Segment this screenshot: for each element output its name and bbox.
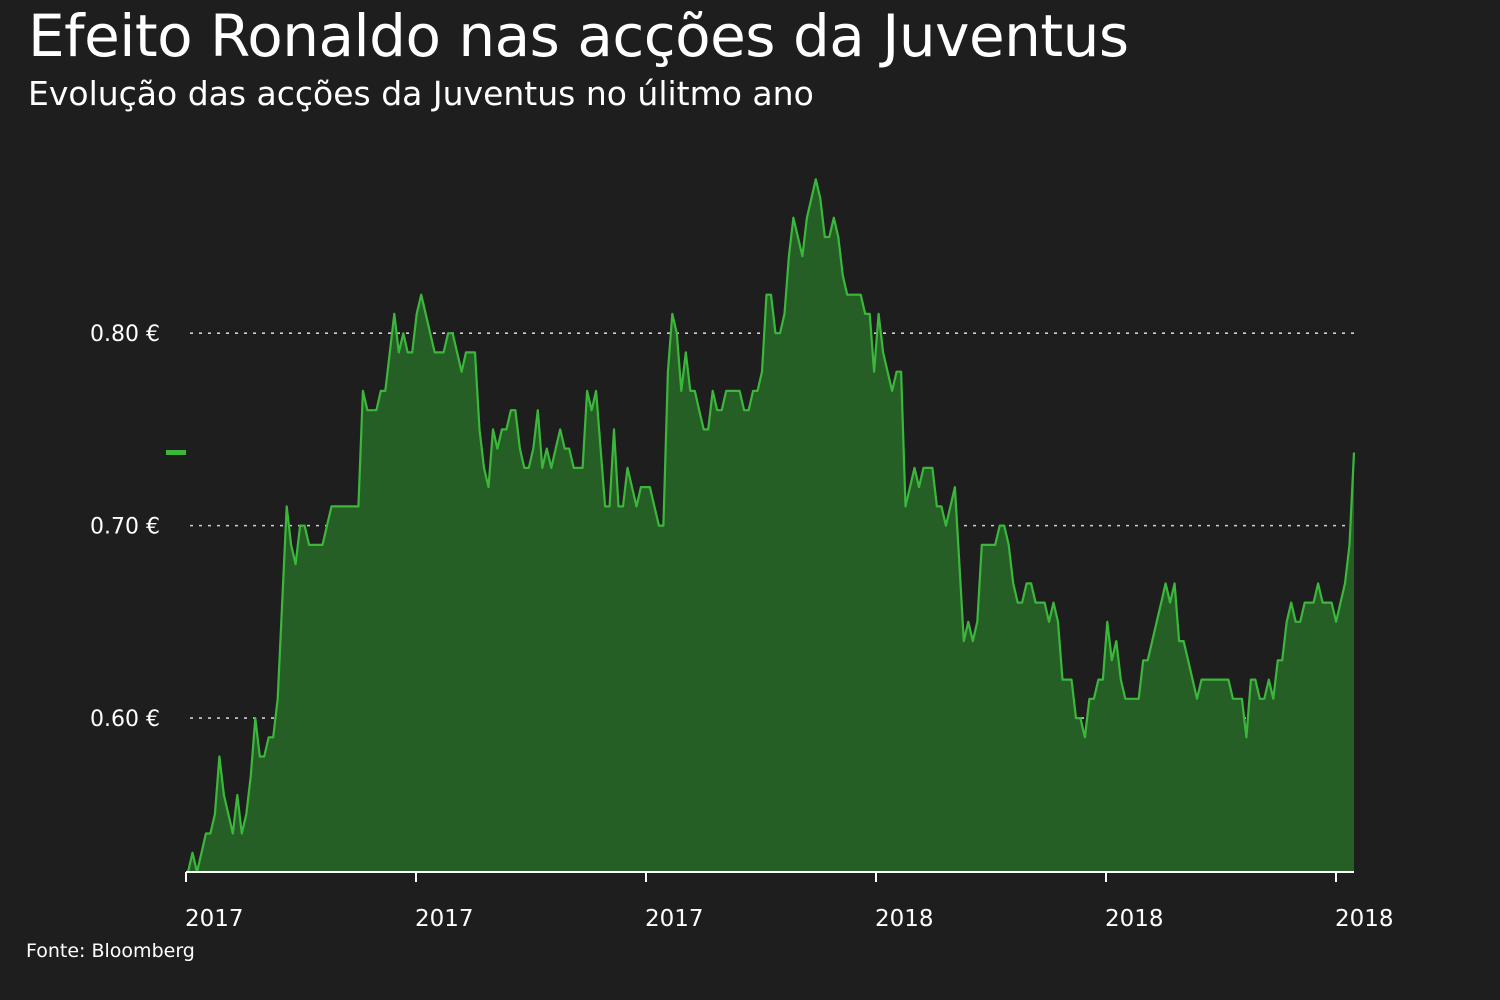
y-tick-label: 0.60 € xyxy=(90,707,160,732)
source-note: Fonte: Bloomberg xyxy=(26,940,195,962)
x-tick-label: 2018 xyxy=(1105,906,1164,932)
x-tick-label: 2017 xyxy=(645,906,704,932)
last-value-marker xyxy=(166,449,186,455)
x-axis: 2017 2017 2017 2018 2018 2018 xyxy=(185,871,1394,932)
chart-subtitle: Evolução das acções da Juventus no úlitm… xyxy=(28,74,814,113)
series-area xyxy=(188,179,1354,872)
y-axis-labels: 0.60 € 0.70 € 0.80 € xyxy=(90,322,160,732)
x-tick-label: 2017 xyxy=(185,906,244,932)
chart-title: Efeito Ronaldo nas acções da Juventus xyxy=(28,2,1129,70)
y-tick-label: 0.70 € xyxy=(90,515,160,540)
marker-layer xyxy=(166,449,186,455)
x-tick-label: 2018 xyxy=(875,906,934,932)
x-tick-label: 2018 xyxy=(1335,906,1394,932)
x-tick-label: 2017 xyxy=(415,906,474,932)
series-layer xyxy=(186,178,1356,874)
series-line xyxy=(186,178,1356,874)
y-tick-label: 0.80 € xyxy=(90,322,160,347)
